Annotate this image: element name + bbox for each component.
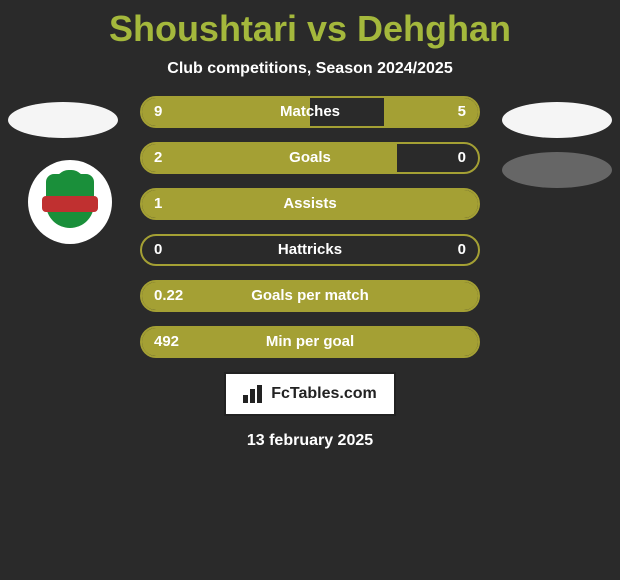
- comparison-panel: 95Matches 20Goals 1Assists 00Hattricks 0.22G…: [0, 96, 620, 450]
- stat-label: Matches: [142, 98, 478, 126]
- stat-bar-row: 00Hattricks: [140, 234, 480, 266]
- stat-label: Goals: [142, 144, 478, 172]
- club-badge-icon: [42, 174, 98, 230]
- stat-bar-row: 95Matches: [140, 96, 480, 128]
- page-title: Shoushtari vs Dehghan: [0, 0, 620, 50]
- player-slot-right-2: [502, 152, 612, 188]
- stat-bars: 95Matches 20Goals 1Assists 00Hattricks 0.22G…: [140, 96, 480, 358]
- stat-bar-row: 0.22Goals per match: [140, 280, 480, 312]
- stat-label: Min per goal: [142, 328, 478, 356]
- club-badge-left: [28, 160, 112, 244]
- stat-label: Goals per match: [142, 282, 478, 310]
- footer-date: 13 february 2025: [0, 432, 620, 450]
- stat-bar-row: 20Goals: [140, 142, 480, 174]
- stat-label: Hattricks: [142, 236, 478, 264]
- stat-bar-row: 1Assists: [140, 188, 480, 220]
- stat-label: Assists: [142, 190, 478, 218]
- stat-bar-row: 492Min per goal: [140, 326, 480, 358]
- brand-label: FcTables.com: [271, 385, 377, 403]
- brand-badge[interactable]: FcTables.com: [224, 372, 396, 416]
- page-subtitle: Club competitions, Season 2024/2025: [0, 60, 620, 78]
- player-slot-right-1: [502, 102, 612, 138]
- bar-chart-icon: [243, 385, 265, 403]
- player-slot-left: [8, 102, 118, 138]
